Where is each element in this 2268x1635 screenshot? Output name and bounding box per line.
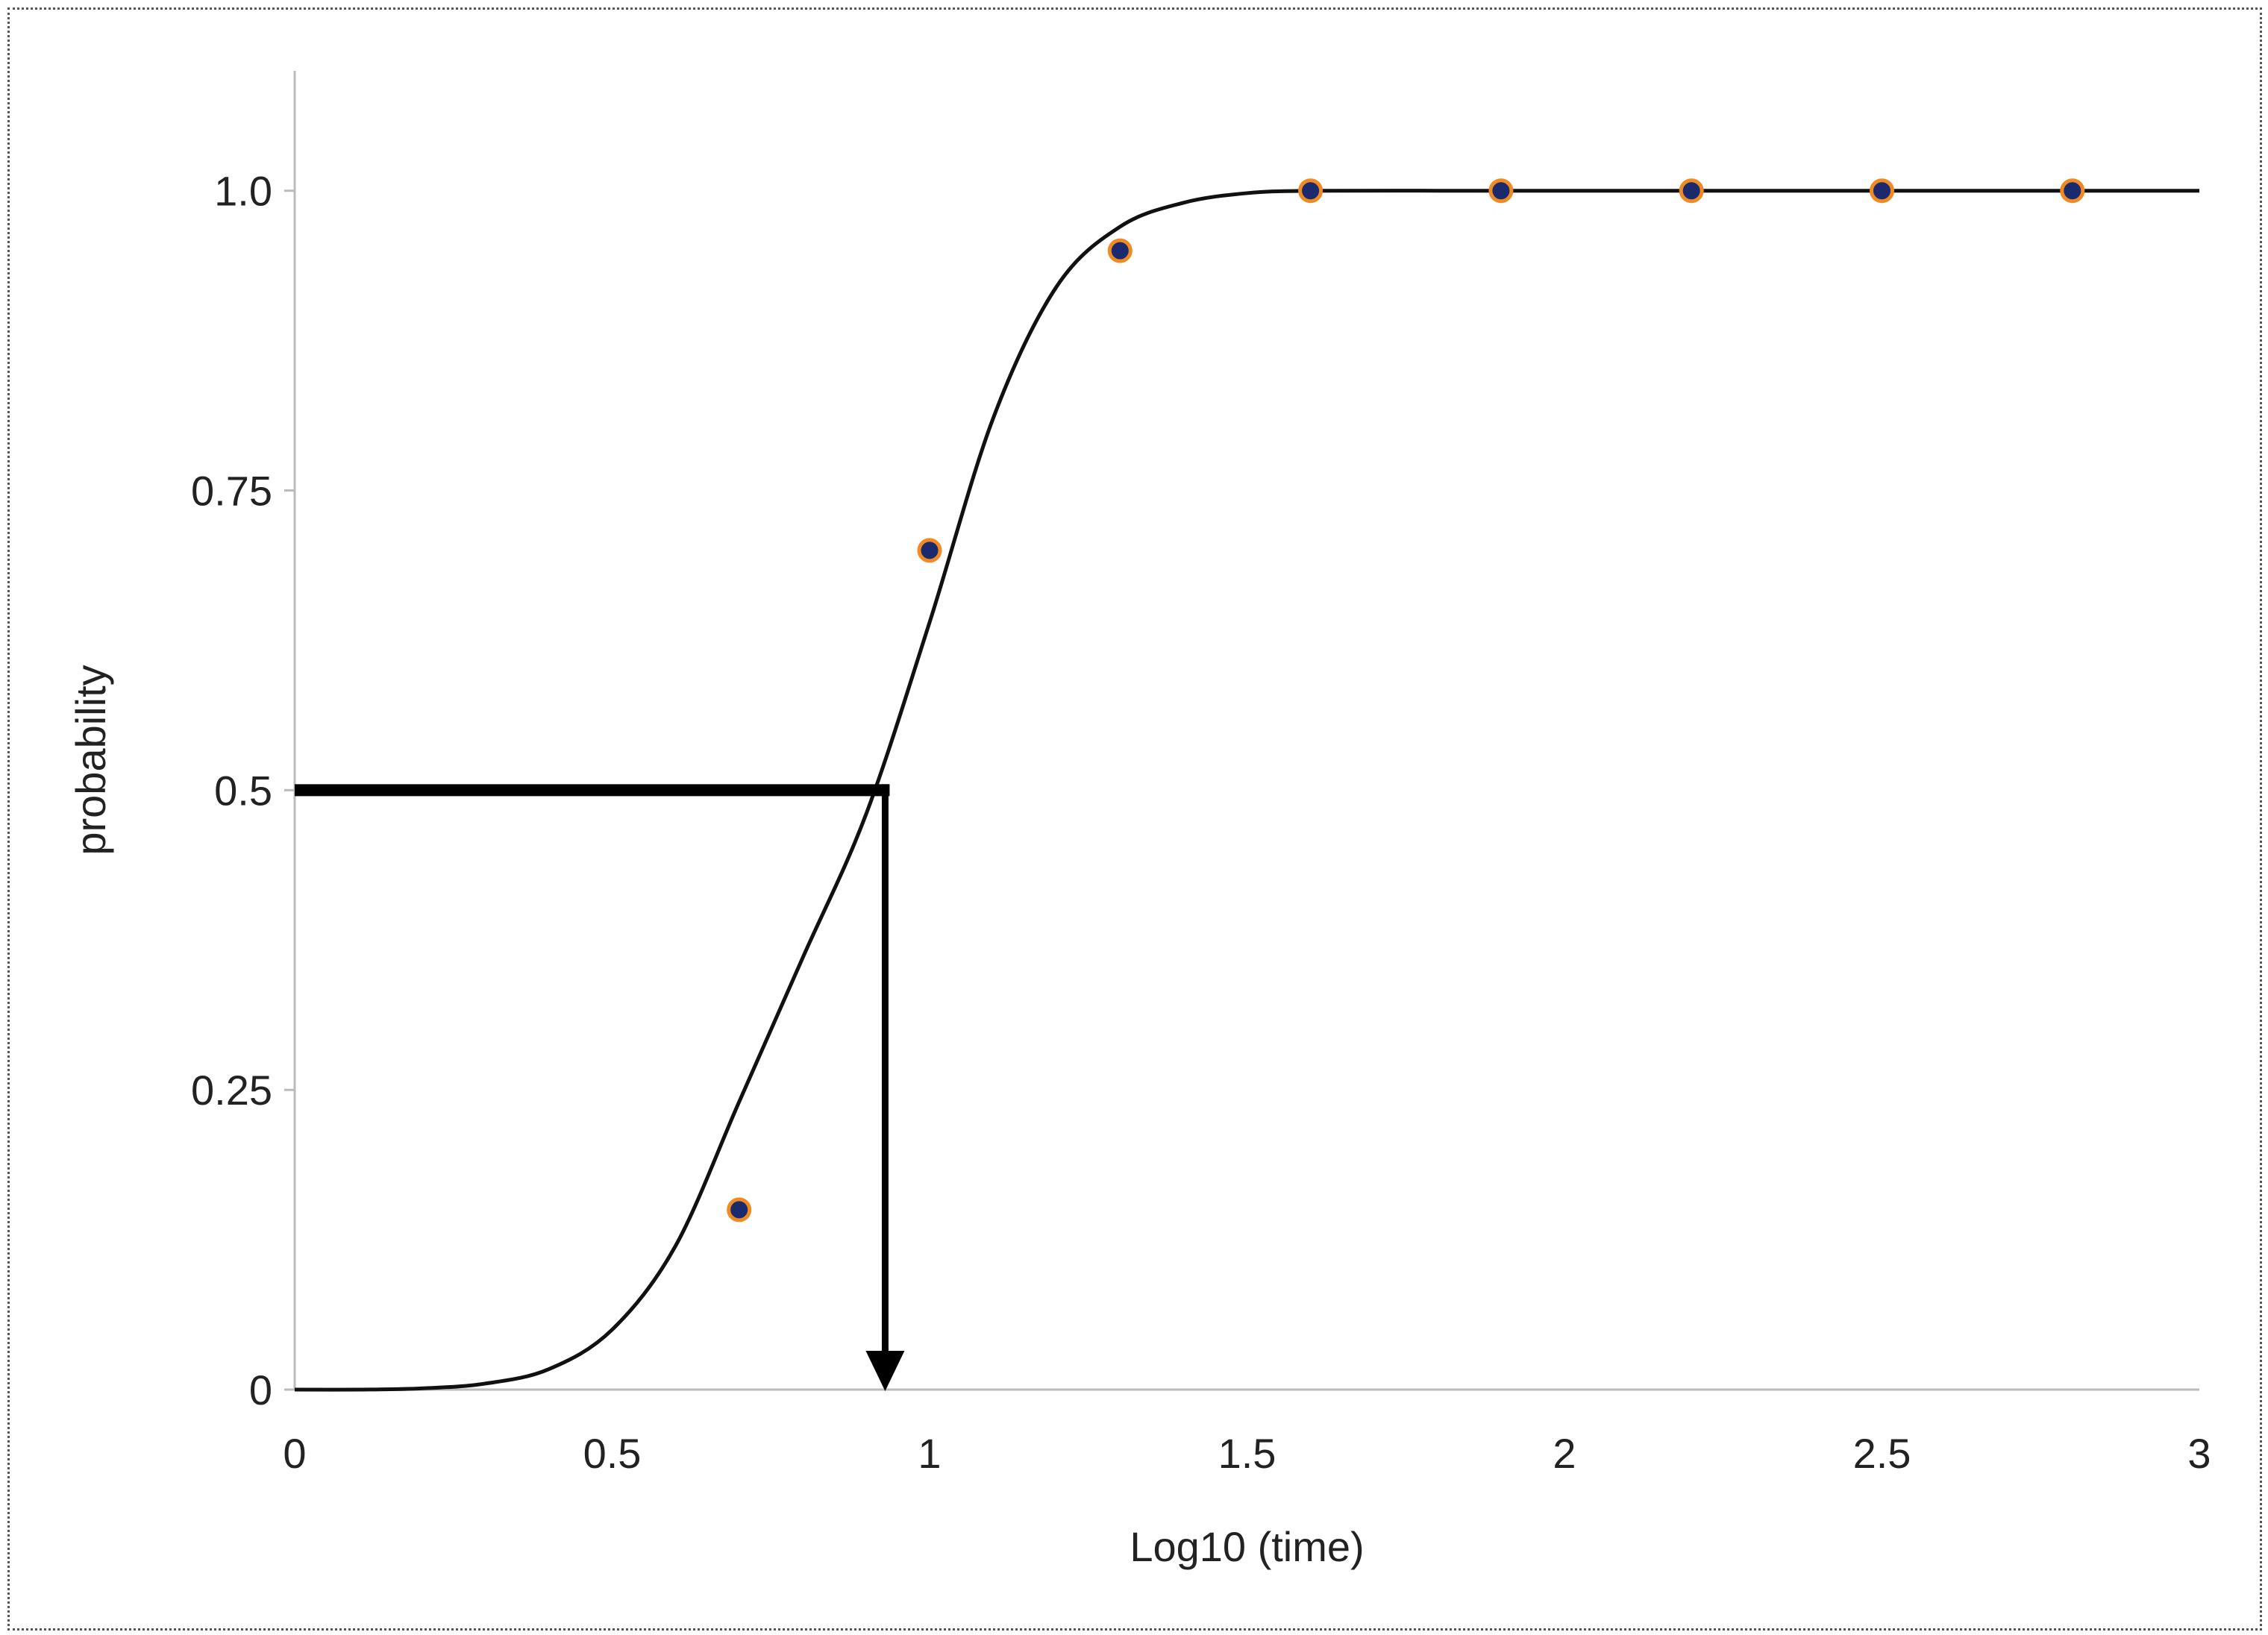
x-axis-label: Log10 (time) <box>1130 1523 1364 1570</box>
y-tick-label: 1.0 <box>214 168 272 215</box>
fit-curve <box>294 188 2199 1392</box>
x-tick-label: 0 <box>283 1430 306 1477</box>
x-tick-label: 1 <box>918 1430 941 1477</box>
chart-frame: 0 0.25 0.5 0.75 1.0 0 0.5 1 1.5 2 2.5 3 Log10 (tim… <box>7 7 2262 1631</box>
data-point <box>1488 178 1514 204</box>
data-point <box>917 538 942 563</box>
chart-svg: 0 0.25 0.5 0.75 1.0 0 0.5 1 1.5 2 2.5 3 Log10 (tim… <box>67 71 2211 1570</box>
x-tick-label: 2.5 <box>1853 1430 1911 1477</box>
data-point <box>1298 178 1323 204</box>
data-point <box>1107 238 1133 263</box>
axes <box>293 71 2199 1391</box>
median-arrow-head <box>865 1351 905 1391</box>
y-tick-group: 0 0.25 0.5 0.75 1.0 <box>191 168 295 1413</box>
y-tick-label: 0 <box>249 1366 272 1413</box>
data-point <box>727 1197 752 1223</box>
y-tick-label: 0.5 <box>214 767 272 814</box>
y-tick-label: 0.75 <box>191 468 272 515</box>
data-point <box>1679 178 1704 204</box>
data-point <box>1870 178 1894 204</box>
x-tick-label: 3 <box>2187 1430 2211 1477</box>
x-tick-group: 0 0.5 1 1.5 2 2.5 3 <box>283 1430 2211 1477</box>
y-tick-label: 0.25 <box>191 1067 272 1114</box>
x-tick-label: 1.5 <box>1218 1430 1276 1477</box>
y-axis-label: probability <box>67 665 114 855</box>
x-tick-label: 0.5 <box>583 1430 642 1477</box>
data-points <box>727 178 2085 1223</box>
x-tick-label: 2 <box>1553 1430 1576 1477</box>
median-annotation <box>295 784 905 1391</box>
data-point <box>2060 178 2085 204</box>
